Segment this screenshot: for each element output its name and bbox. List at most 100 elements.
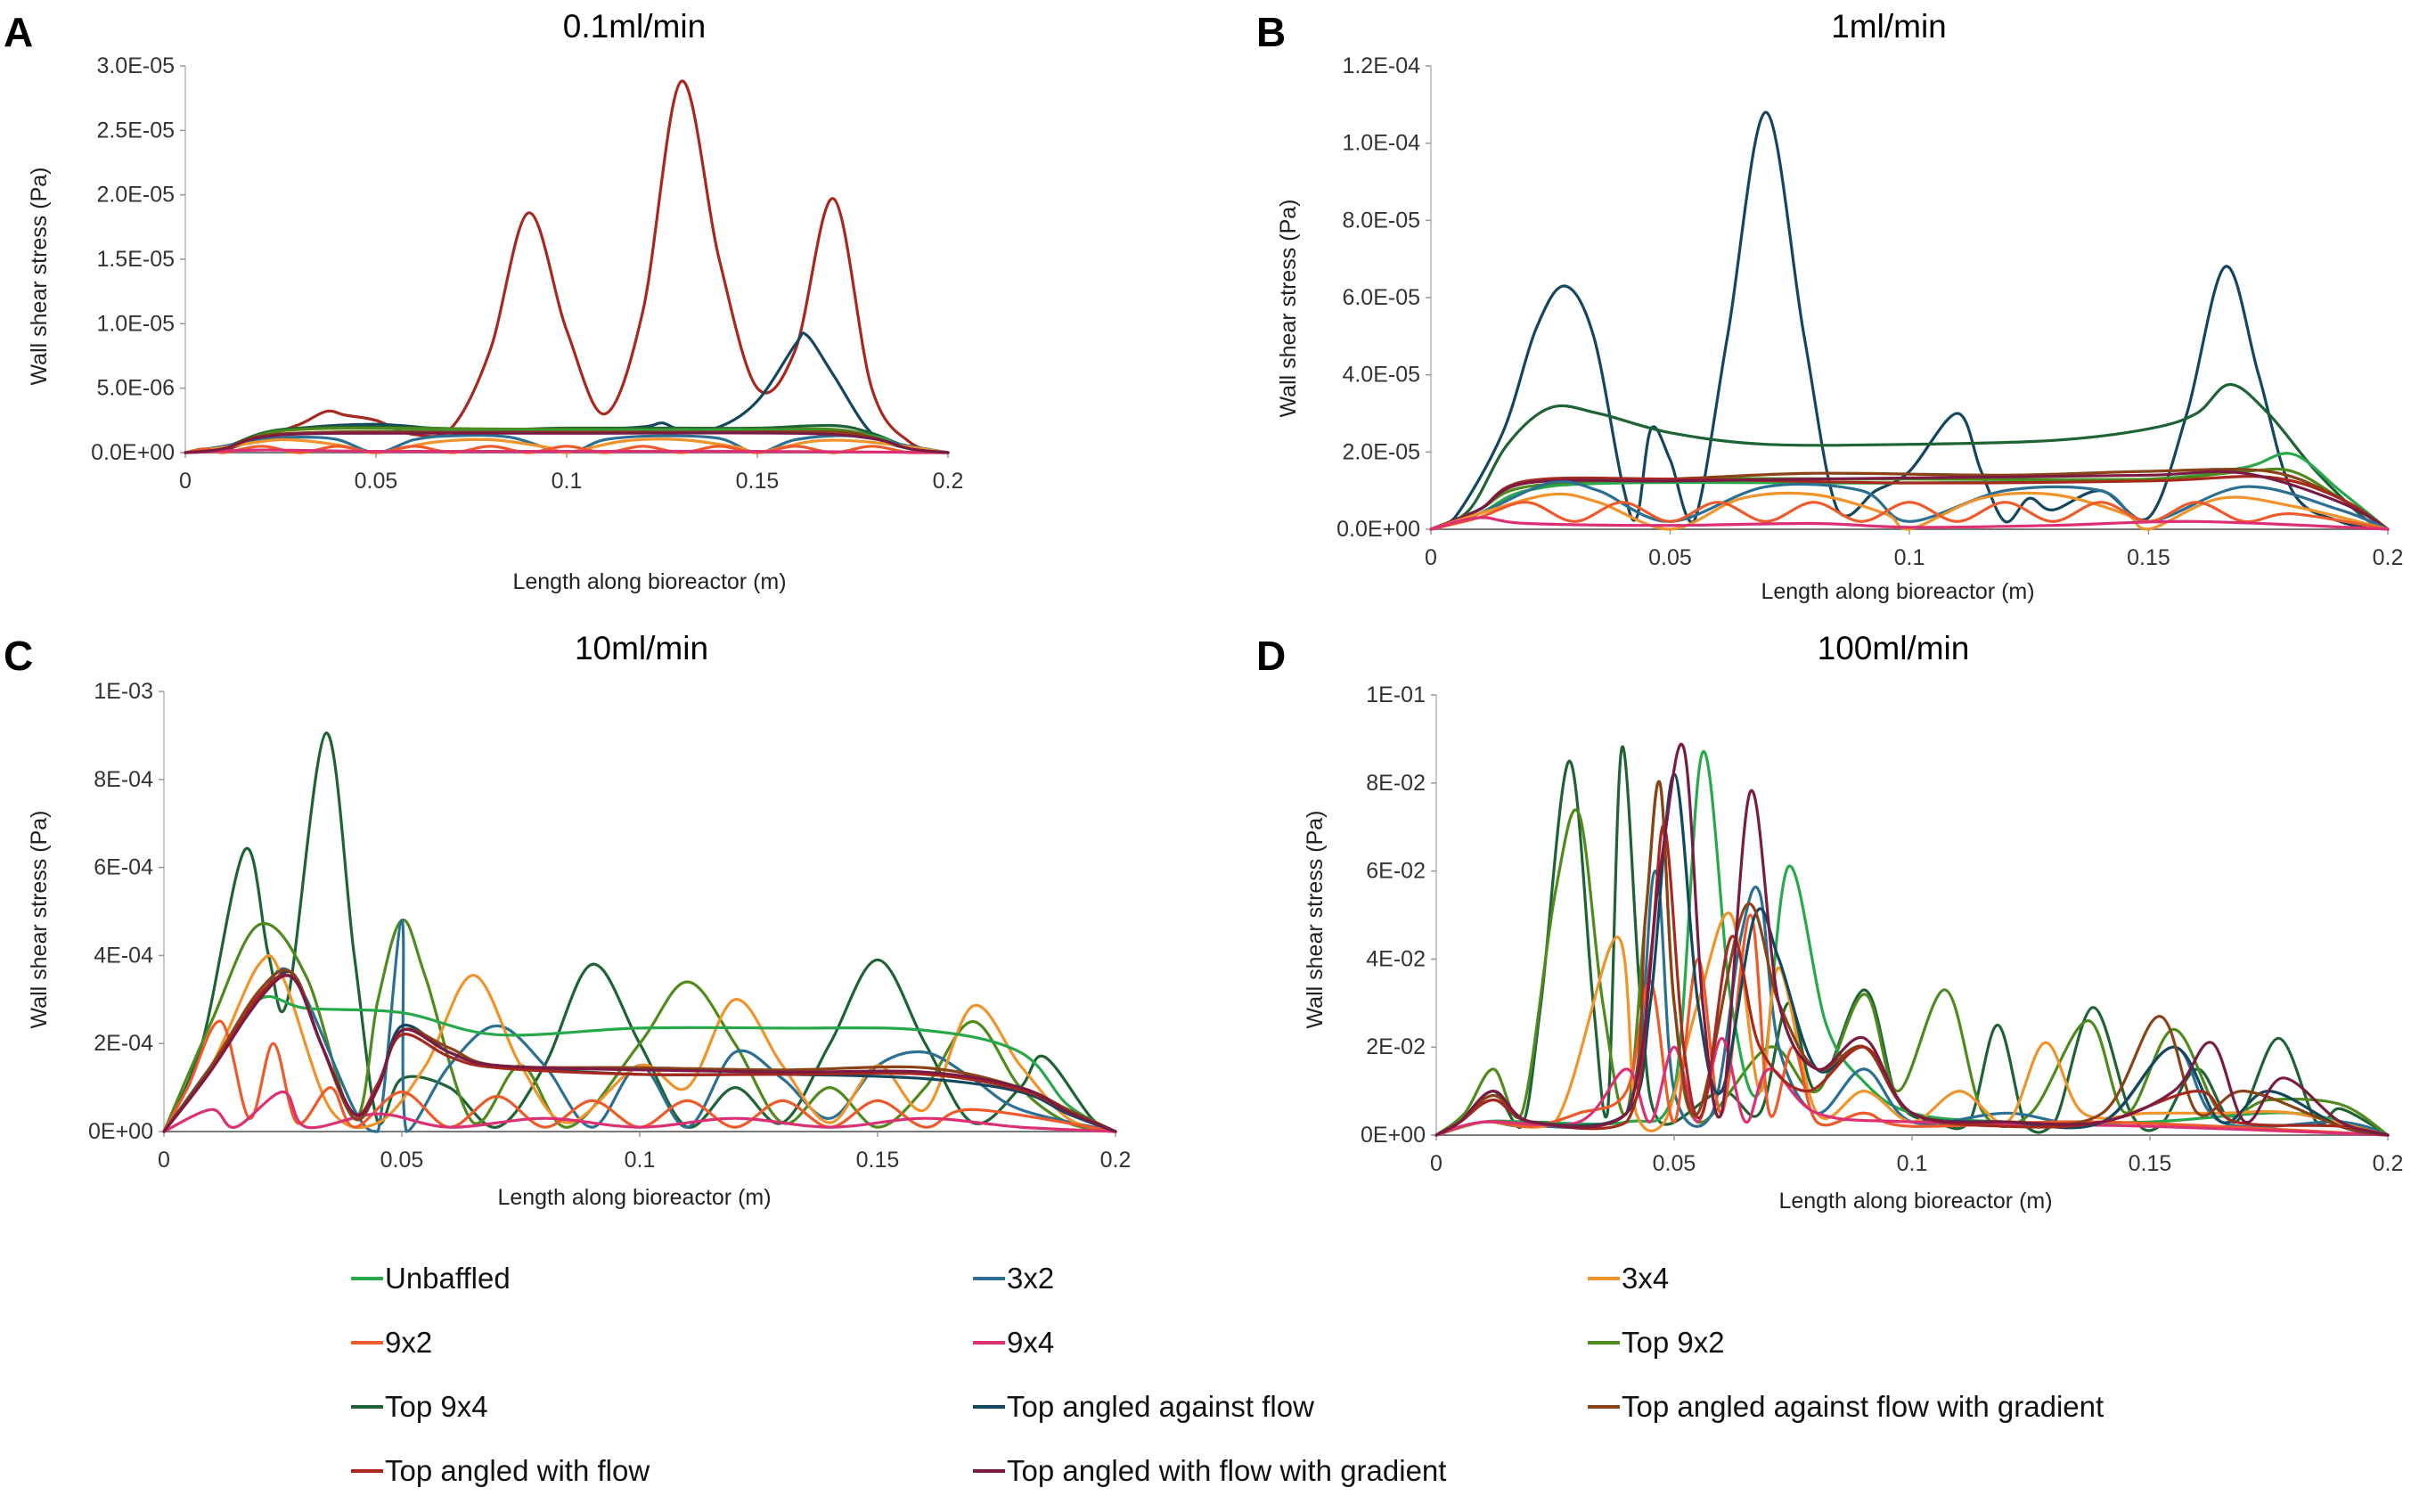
- series-line-9x2: [1429, 501, 2390, 531]
- legend-item-top-angled-against-flow-with-gradient: Top angled against flow with gradient: [1588, 1390, 2104, 1423]
- legend-item-top-angled-against-flow: Top angled against flow: [973, 1390, 1314, 1423]
- series-group: [1429, 110, 2390, 531]
- x-tick-label: 0.15: [2127, 545, 2170, 570]
- y-tick-label: 1E-01: [1366, 682, 1426, 707]
- x-tick-label: 0.2: [2373, 1151, 2404, 1176]
- x-tick-label: 0.05: [355, 469, 398, 494]
- y-tick-label: 0E+00: [88, 1119, 153, 1144]
- x-tick-label: 0.2: [933, 469, 964, 494]
- y-tick-label: 2E-02: [1366, 1034, 1426, 1059]
- y-tick-label: 8.0E-05: [1342, 208, 1420, 233]
- y-tick-label: 6.0E-05: [1342, 285, 1420, 310]
- legend-item-top-angled-with-flow-with-gradient: Top angled with flow with gradient: [973, 1454, 1446, 1487]
- series-line-9x2: [162, 1019, 1117, 1133]
- series-line-top-angled-with-flow: [184, 79, 950, 454]
- y-tick-label: 0E+00: [1361, 1123, 1426, 1148]
- x-tick-label: 0.1: [625, 1148, 656, 1173]
- chart-title: 100ml/min: [1818, 630, 1970, 666]
- x-axis-label: Length along bioreactor (m): [1778, 1189, 2052, 1214]
- panel-letter: A: [4, 9, 33, 55]
- legend-label: 3x2: [1007, 1262, 1054, 1295]
- y-tick-label: 5.0E-06: [96, 376, 175, 401]
- y-axis-label: Wall shear stress (Pa): [1303, 811, 1328, 1029]
- series-line-unbaffled: [162, 994, 1117, 1133]
- y-tick-label: 1.0E-04: [1342, 131, 1420, 156]
- y-tick-label: 2E-04: [94, 1031, 153, 1056]
- y-tick-label: 1E-03: [94, 679, 153, 704]
- chart-title: 10ml/min: [575, 630, 708, 666]
- legend-item-3x4: 3x4: [1588, 1262, 1669, 1295]
- series-line-top-9x4: [162, 731, 1117, 1133]
- panel-letter: C: [4, 633, 33, 679]
- chart-title: 0.1ml/min: [563, 8, 706, 45]
- series-line-top-9x4: [1429, 382, 2390, 531]
- x-tick-label: 0.15: [736, 469, 780, 494]
- series-group: [1434, 742, 2390, 1137]
- x-axis-label: Length along bioreactor (m): [497, 1185, 771, 1210]
- chart-panel-b: B 1ml/min 0.0E+00 2.0E-05 4.0E-05 6.0E-05 8.0E…: [1256, 8, 2403, 604]
- series-line-top-9x2: [1429, 467, 2390, 531]
- series-group: [162, 731, 1117, 1133]
- x-tick-label: 0.05: [380, 1148, 424, 1173]
- x-tick-label: 0.1: [1897, 1151, 1928, 1176]
- x-tick-label: 0.05: [1648, 545, 1692, 570]
- x-tick-label: 0: [1425, 545, 1437, 570]
- y-tick-label: 1.5E-05: [96, 247, 175, 272]
- legend-item-9x4: 9x4: [973, 1326, 1054, 1359]
- series-line-3x2: [1434, 869, 2390, 1137]
- y-tick-label: 2.0E-05: [96, 183, 175, 208]
- y-tick-label: 2.0E-05: [1342, 439, 1420, 464]
- x-tick-label: 0: [158, 1148, 170, 1173]
- series-line-top-angled-against-flow: [1429, 110, 2390, 531]
- y-tick-label: 8E-04: [94, 767, 153, 792]
- y-axis-label: Wall shear stress (Pa): [1276, 200, 1301, 418]
- series-line-9x4: [184, 448, 950, 454]
- legend-item-top-angled-with-flow: Top angled with flow: [351, 1454, 650, 1487]
- series-line-3x4: [1434, 911, 2390, 1137]
- panel-letter: D: [1256, 633, 1286, 679]
- x-axis-label: Length along bioreactor (m): [1761, 579, 2034, 604]
- y-tick-label: 4.0E-05: [1342, 363, 1420, 388]
- y-tick-label: 4E-04: [94, 943, 153, 968]
- series-line-9x2: [1434, 913, 2390, 1137]
- x-tick-label: 0.1: [552, 469, 583, 494]
- y-tick-label: 1.0E-05: [96, 311, 175, 336]
- x-tick-label: 0.15: [2129, 1151, 2172, 1176]
- series-line-top-9x4: [1434, 745, 2390, 1137]
- legend-item-top-9x4: Top 9x4: [351, 1390, 488, 1423]
- x-tick-label: 0.2: [1100, 1148, 1132, 1173]
- series-line-unbaffled: [1429, 452, 2390, 531]
- series-line-top-angled-with-flow: [162, 973, 1117, 1133]
- series-line-top-9x2: [162, 919, 1117, 1133]
- legend-label: 9x2: [385, 1326, 432, 1359]
- legend-item-unbaffled: Unbaffled: [351, 1262, 511, 1295]
- legend-label: Top angled against flow: [1007, 1390, 1314, 1423]
- legend-label: Top 9x2: [1622, 1326, 1725, 1359]
- panel-letter: B: [1256, 9, 1286, 55]
- chart-title: 1ml/min: [1831, 8, 1947, 45]
- series-line-top-angled-with-flow-with-gradient: [162, 974, 1117, 1133]
- series-line-top-angled-with-flow-with-gradient: [1434, 742, 2390, 1137]
- chart-panel-a: A 0.1ml/min 0.0E+00 5.0E-06 1.0E-05 1.5E-05 2.…: [4, 8, 963, 594]
- y-tick-label: 1.2E-04: [1342, 53, 1420, 78]
- x-tick-label: 0.2: [2373, 545, 2404, 570]
- legend-label: Unbaffled: [385, 1262, 511, 1295]
- legend-label: 3x4: [1622, 1262, 1669, 1295]
- chart-panel-c: C 10ml/min 0E+00 2E-04 4E-04 6E-04 8E-04 1E-03 0…: [4, 630, 1131, 1210]
- legend-item-top-9x2: Top 9x2: [1588, 1326, 1725, 1359]
- y-tick-label: 3.0E-05: [96, 53, 175, 78]
- series-line-top-angled-with-flow-with-gradient: [184, 431, 950, 454]
- x-tick-label: 0.05: [1653, 1151, 1696, 1176]
- legend-label: Top angled against flow with gradient: [1622, 1390, 2104, 1423]
- legend-label: Top 9x4: [385, 1390, 488, 1423]
- y-tick-label: 6E-02: [1366, 859, 1426, 884]
- series-line-top-angled-with-flow-with-gradient: [1429, 470, 2390, 531]
- series-group: [184, 79, 950, 454]
- legend: Unbaffled 3x2 3x4 9x2 9x4 Top 9x2 Top 9x4 Top a…: [351, 1262, 2104, 1487]
- y-axis-label: Wall shear stress (Pa): [27, 811, 52, 1029]
- chart-panels: A 0.1ml/min 0.0E+00 5.0E-06 1.0E-05 1.5E-05 2.…: [4, 8, 2403, 1214]
- y-tick-label: 2.5E-05: [96, 118, 175, 143]
- y-axis-label: Wall shear stress (Pa): [27, 168, 52, 386]
- series-line-3x2: [1429, 479, 2390, 531]
